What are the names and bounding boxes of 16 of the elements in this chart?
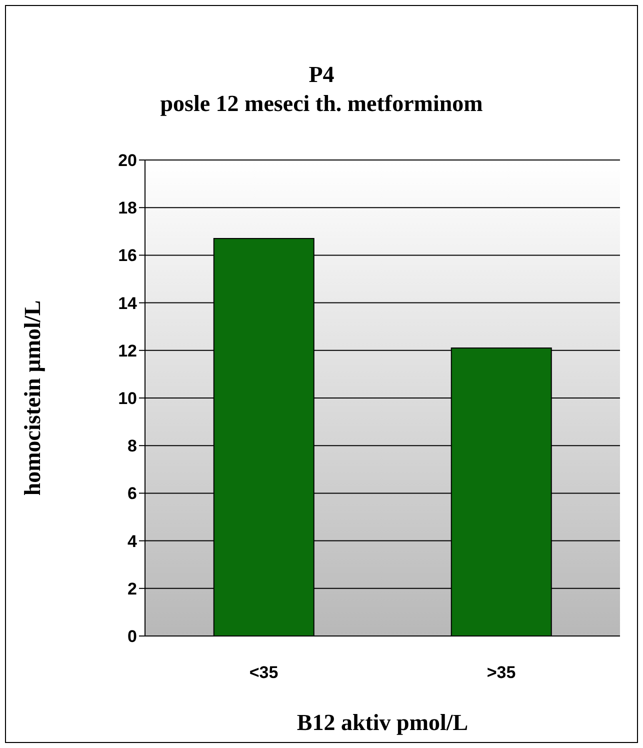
x-tick-label: >35 — [486, 663, 516, 682]
y-tick-label: 14 — [118, 294, 138, 313]
chart-title: P4 posle 12 meseci th. metforminom — [159, 61, 484, 118]
y-tick-label: 18 — [118, 198, 137, 218]
y-axis-title: homocistein µmol/L — [20, 300, 46, 496]
y-tick-label: 2 — [128, 579, 137, 598]
y-tick-label: 12 — [118, 341, 137, 360]
y-tick-label: 10 — [118, 389, 137, 408]
y-tick-label: 4 — [128, 532, 138, 551]
y-tick-label: 0 — [128, 627, 137, 646]
y-tick-label: 8 — [128, 436, 137, 456]
y-tick-label: 20 — [118, 151, 137, 170]
y-tick-label: 6 — [128, 484, 137, 504]
x-tick-label: <35 — [249, 663, 278, 682]
x-axis-title: B12 aktiv pmol/L — [296, 710, 468, 735]
y-tick-label: 16 — [118, 246, 137, 266]
